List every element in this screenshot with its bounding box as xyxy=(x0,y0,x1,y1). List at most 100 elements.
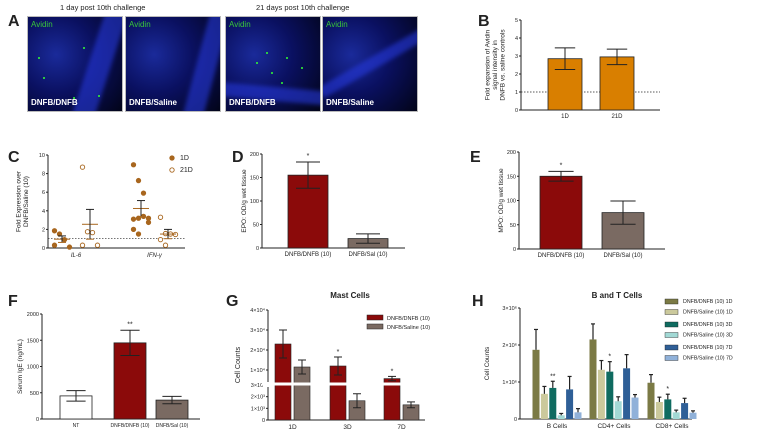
legend-marker-1D xyxy=(169,155,175,161)
bar-DNFB/DNFB (10) xyxy=(539,175,583,250)
x-tick-label: 7D xyxy=(397,424,406,431)
y-tick-label: 100 xyxy=(250,199,259,205)
y-axis-label: DNFB/Saline (10) xyxy=(23,176,30,227)
x-tick-label: 1D xyxy=(561,114,569,120)
panel-a-title-21d: 21 days post 10th challenge xyxy=(256,3,350,12)
legend-label: DNFB/DNFB (10) 1D xyxy=(683,299,733,305)
data-point-21D xyxy=(162,242,169,248)
y-tick-label: 1×10³ xyxy=(251,406,265,412)
y-axis-label: Fold Expression over xyxy=(15,170,22,232)
bar-DNFB/Saline (10) 1D-B Cells xyxy=(540,393,548,419)
legend-label: DNFB/Saline (10) xyxy=(387,325,430,331)
legend-swatch xyxy=(366,314,384,321)
data-point-21D xyxy=(79,242,86,248)
legend-label: 21D xyxy=(180,167,193,174)
data-point-21D xyxy=(94,242,101,248)
stain-label: Avidin xyxy=(129,20,151,29)
y-tick-label: 500 xyxy=(30,391,39,397)
y-axis-label: Serum IgE (ng/mL) xyxy=(17,339,24,394)
x-tick-label: DNFB/Sal (10) xyxy=(348,252,387,258)
micrograph-21d-saline: Avidin DNFB/Saline xyxy=(322,16,418,112)
significance-marker: * xyxy=(307,153,310,160)
image-label: DNFB/Saline xyxy=(326,98,375,107)
y-tick-label: 150 xyxy=(250,176,259,182)
x-tick-label: 3D xyxy=(343,424,352,431)
significance-marker: * xyxy=(608,354,611,361)
y-tick-label: 100 xyxy=(507,199,516,205)
y-tick-label: 10 xyxy=(39,153,45,159)
x-tick-label: 1D xyxy=(288,424,297,431)
data-point-21D xyxy=(84,229,91,235)
bar-DNFB/DNFB (10) 7D-CD8+ Cells xyxy=(681,403,689,419)
legend-label: DNFB/Saline (10) 7D xyxy=(683,356,733,362)
data-point-1D xyxy=(145,219,152,226)
significance-marker: * xyxy=(391,368,394,375)
data-point-21D xyxy=(157,236,164,243)
panel-label-c: C xyxy=(8,149,20,166)
bar-DNFB/Saline (10) 3D-CD4+ Cells xyxy=(614,401,622,419)
y-tick-label: 1×10⁴ xyxy=(250,367,265,374)
image-label: DNFB/DNFB xyxy=(229,98,276,107)
legend-swatch xyxy=(664,309,679,315)
x-tick-label: 21D xyxy=(611,114,623,120)
bar-DNFB/DNFB (10) 1D-CD8+ Cells xyxy=(647,382,655,419)
bar-DNFB/Saline (10) 7D-B Cells xyxy=(574,412,582,419)
bar-DNFB/Saline (10) 3D-B Cells xyxy=(557,415,565,419)
chart-title: B and T Cells xyxy=(592,291,643,300)
y-tick-label: 4 xyxy=(515,36,518,42)
y-tick-label: 2 xyxy=(515,72,518,78)
y-tick-label: 0 xyxy=(513,247,516,253)
y-tick-label: 0 xyxy=(514,417,517,423)
y-tick-label: 200 xyxy=(250,152,259,158)
y-tick-label: 0 xyxy=(42,246,45,252)
data-point-1D xyxy=(66,244,73,250)
data-point-1D xyxy=(130,162,137,168)
micrograph-1d-dnfb: Avidin DNFB/DNFB xyxy=(27,16,123,112)
data-point-21D xyxy=(89,230,96,236)
y-tick-label: 0 xyxy=(256,246,259,252)
image-label: DNFB/Saline xyxy=(129,98,178,107)
legend-swatch xyxy=(664,355,679,361)
y-axis-label: MPO: OD/g wet tissue xyxy=(498,168,505,233)
bar-DNFB/Saline (10) 1D-CD4+ Cells xyxy=(597,369,605,419)
legend-swatch xyxy=(664,321,679,328)
bar-21D xyxy=(599,56,635,111)
legend-marker-21D xyxy=(169,167,175,173)
y-tick-label: 2×10⁴ xyxy=(250,347,265,354)
bar-DNFB/DNFB (10) 3D-CD4+ Cells xyxy=(606,371,614,419)
x-tick-label: DNFB/DNFB (10) xyxy=(538,253,585,259)
x-tick-label: DNFB/DNFB (10) xyxy=(285,252,332,258)
y-axis-label: DNFB vs. saline controls xyxy=(500,29,507,101)
data-point-1D xyxy=(51,242,58,248)
data-point-1D xyxy=(135,177,142,184)
y-tick-label: 3×10³ xyxy=(251,383,265,389)
y-tick-label: 0 xyxy=(515,108,518,114)
y-tick-label: 150 xyxy=(507,174,516,180)
significance-marker: * xyxy=(560,162,563,169)
micrograph-21d-dnfb: Avidin DNFB/DNFB xyxy=(225,16,321,112)
panel-label-a: A xyxy=(8,13,20,30)
data-point-21D xyxy=(157,214,164,220)
panel-label-f: F xyxy=(8,293,18,310)
bar-DNFB/DNFB (10) 7D-CD4+ Cells xyxy=(623,368,631,419)
y-tick-label: 2000 xyxy=(27,312,39,318)
data-point-1D xyxy=(130,226,137,233)
panel-label-d: D xyxy=(232,149,244,166)
image-label: DNFB/DNFB xyxy=(31,98,78,107)
data-point-1D xyxy=(130,216,137,222)
legend-swatch xyxy=(664,298,679,305)
data-point-1D xyxy=(140,190,147,196)
y-tick-label: 1×10⁶ xyxy=(502,379,517,386)
y-axis-label: signal intensity in xyxy=(492,40,499,90)
significance-marker: * xyxy=(666,386,669,393)
stain-label: Avidin xyxy=(326,20,348,29)
data-point-1D xyxy=(135,231,142,237)
legend-label: DNFB/DNFB (10) xyxy=(387,316,430,322)
y-axis-label: Cell Counts xyxy=(484,346,491,380)
legend-label: DNFB/Saline (10) 1D xyxy=(683,310,733,316)
stain-label: Avidin xyxy=(229,20,251,29)
legend-swatch xyxy=(664,344,679,351)
bar-DNFB/Saline (10)-1D xyxy=(293,366,311,421)
bar-DNFB/Saline (10) 1D-CD8+ Cells xyxy=(655,401,663,419)
